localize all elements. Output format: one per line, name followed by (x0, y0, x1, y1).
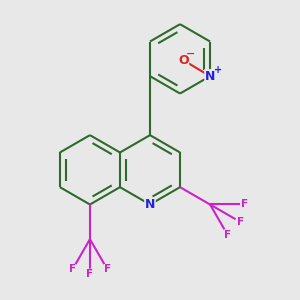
Text: F: F (241, 200, 248, 209)
Text: −: − (186, 49, 196, 58)
Text: N: N (145, 198, 155, 211)
Text: +: + (214, 64, 222, 75)
Text: F: F (236, 217, 244, 227)
Text: F: F (69, 264, 76, 274)
Text: F: F (104, 264, 111, 274)
Text: O: O (178, 54, 189, 67)
Text: F: F (86, 269, 94, 279)
Text: N: N (205, 70, 215, 83)
Text: F: F (224, 230, 231, 239)
